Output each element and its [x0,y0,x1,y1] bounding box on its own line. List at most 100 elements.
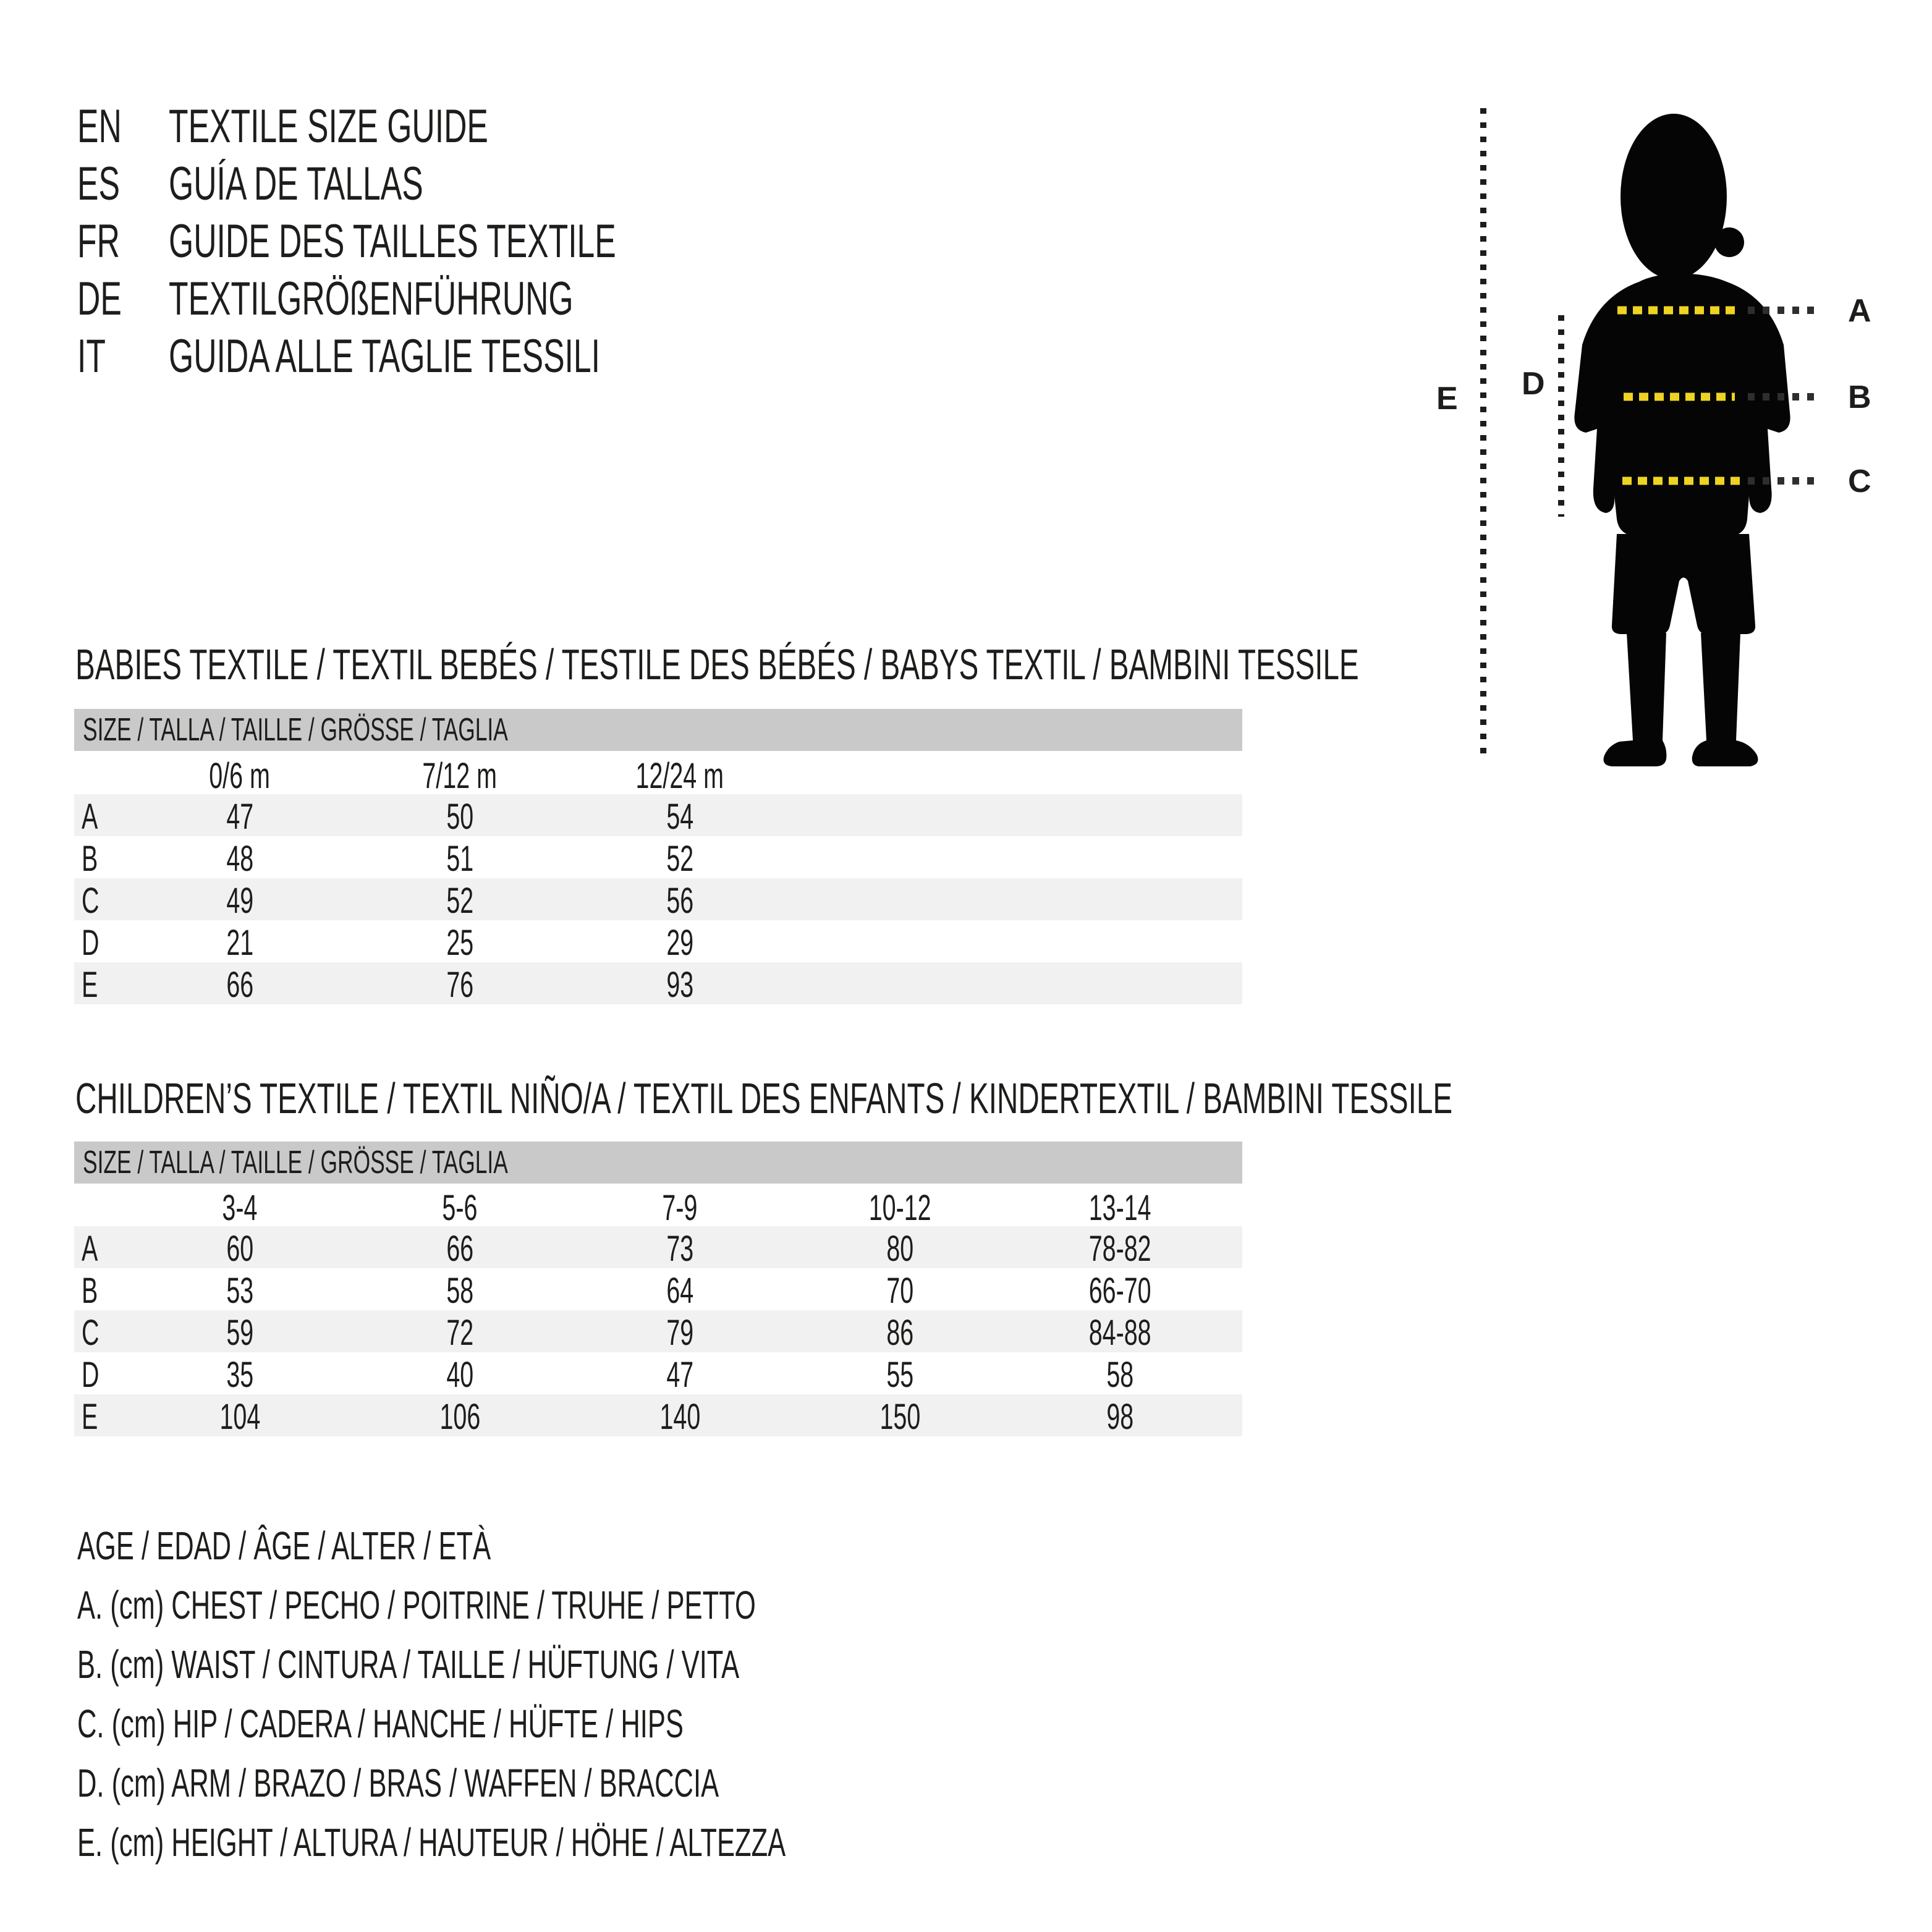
size-value-cell: 54 [570,796,790,837]
legend-line-text: E. (cm) HEIGHT / ALTURA / HAUTEUR / HÖHE… [77,1820,786,1865]
measure-row-label: D [74,1354,130,1396]
age-column-header: 7-9 [570,1187,790,1229]
size-value-text: 98 [1106,1396,1133,1437]
size-value-cell: 70 [790,1270,1010,1311]
language-code-text: DE [77,273,122,325]
table-row: D 21 25 29 [74,920,1242,964]
size-value-cell: 140 [570,1396,790,1438]
legend-line-text: A. (cm) CHEST / PECHO / POITRINE / TRUHE… [77,1583,756,1627]
measure-row-label-text: A [82,796,98,837]
measure-row-label: C [74,880,130,922]
measure-row-label-text: D [82,922,100,963]
age-column-header-text: 10-12 [868,1187,931,1228]
size-value-cell: 29 [570,922,790,964]
size-value-cell: 51 [350,838,570,879]
size-value-text: 80 [886,1228,913,1269]
size-value-cell: 56 [570,880,790,922]
table-row: B 48 51 52 [74,836,1242,879]
age-column-header: 3-4 [130,1187,350,1229]
language-row: DE TEXTILGRÖßENFÜHRUNG [77,270,826,328]
size-value-text: 52 [666,838,693,879]
babies-heading-text: BABIES TEXTILE / TEXTIL BEBÉS / TESTILE … [75,640,1359,688]
language-code-text: IT [77,330,106,383]
age-column-header: 7/12 m [350,755,570,797]
size-value-cell: 52 [350,880,570,922]
language-title-text: TEXTILE SIZE GUIDE [169,100,488,153]
children-size-table: 3-4 5-6 7-9 10-12 13-14 A 60 66 73 80 78-82 B 53 58 64… [74,1183,1242,1438]
table-row: B 53 58 64 70 66-70 [74,1268,1242,1311]
table-row: E 66 76 93 [74,962,1242,1005]
measure-row-label: B [74,838,130,879]
size-value-text: 47 [226,796,253,837]
size-value-text: 106 [439,1396,480,1437]
age-column-header: 5-6 [350,1187,570,1229]
language-code-text: ES [77,158,120,210]
language-title: GUIDE DES TAILLES TEXTILE [169,214,826,268]
language-code-text: EN [77,100,122,153]
size-value-text: 53 [226,1270,253,1311]
size-value-cell: 55 [790,1354,1010,1396]
size-value-text: 64 [666,1270,693,1311]
children-size-header-band: SIZE / TALLA / TAILLE / GRÖSSE / TAGLIA [74,1142,1242,1184]
table-header-row: 0/6 m 7/12 m 12/24 m [74,751,1242,797]
babies-size-header-label: SIZE / TALLA / TAILLE / GRÖSSE / TAGLIA [83,712,508,748]
size-value-text: 51 [446,838,473,879]
age-column-header: 0/6 m [130,755,350,797]
language-code: IT [77,329,169,383]
legend-line: A. (cm) CHEST / PECHO / POITRINE / TRUHE… [77,1575,1119,1635]
language-title: TEXTILE SIZE GUIDE [169,100,638,153]
measurement-diagram: E D A B C [1436,108,1871,766]
size-value-cell: 80 [790,1228,1010,1269]
waist-label: B [1848,379,1871,415]
size-value-cell: 50 [350,796,570,837]
language-row: IT GUIDA ALLE TAGLIE TESSILI [77,328,826,385]
size-value-text: 79 [666,1312,693,1353]
size-value-text: 104 [219,1396,260,1437]
size-value-text: 47 [666,1354,693,1395]
size-value-cell: 49 [130,880,350,922]
table-row: C 59 72 79 86 84-88 [74,1310,1242,1354]
children-section-heading: CHILDREN’S TEXTILE / TEXTIL NIÑO/A / TEX… [75,1077,1932,1120]
size-value-cell: 106 [350,1396,570,1438]
size-value-cell: 48 [130,838,350,879]
measure-row-label: C [74,1312,130,1354]
size-value-text: 86 [886,1312,913,1353]
size-value-text: 66 [226,964,253,1005]
language-title-text: TEXTILGRÖßENFÜHRUNG [169,273,574,325]
language-title: GUÍA DE TALLAS [169,157,543,211]
size-value-text: 93 [666,964,693,1005]
size-value-cell: 60 [130,1228,350,1269]
babies-size-table: 0/6 m 7/12 m 12/24 m A 47 50 54 B 48 51 52 C 49 52 56 D… [74,751,1242,1005]
measure-row-label: E [74,1396,130,1438]
measure-legend: AGE / EDAD / ÂGE / ALTER / ETÀ A. (cm) CH… [77,1516,1119,1872]
measure-row-label: B [74,1270,130,1311]
age-column-header-text: 12/24 m [635,755,724,796]
size-value-text: 55 [886,1354,913,1395]
size-value-text: 66 [446,1228,473,1269]
language-row: FR GUIDE DES TAILLES TEXTILE [77,213,826,270]
size-value-text: 35 [226,1354,253,1395]
size-value-text: 60 [226,1228,253,1269]
measure-row-label: A [74,796,130,837]
chest-label: A [1848,293,1871,329]
size-value-cell: 58 [1010,1354,1230,1396]
legend-line-text: AGE / EDAD / ÂGE / ALTER / ETÀ [77,1523,491,1568]
size-value-cell: 72 [350,1312,570,1354]
size-value-cell: 64 [570,1270,790,1311]
size-value-cell: 35 [130,1354,350,1396]
age-column-header: 13-14 [1010,1187,1230,1229]
age-column-header-text: 0/6 m [209,755,271,796]
babies-section-heading: BABIES TEXTILE / TEXTIL BEBÉS / TESTILE … [75,643,1932,686]
size-value-text: 54 [666,796,693,837]
language-title-text: GUÍA DE TALLAS [169,158,423,210]
size-value-cell: 78-82 [1010,1228,1230,1269]
children-size-header-label: SIZE / TALLA / TAILLE / GRÖSSE / TAGLIA [83,1145,508,1180]
size-value-text: 59 [226,1312,253,1353]
size-value-cell: 79 [570,1312,790,1354]
size-value-cell: 84-88 [1010,1312,1230,1354]
size-value-cell: 150 [790,1396,1010,1438]
language-list: EN TEXTILE SIZE GUIDE ES GUÍA DE TALLAS FR GU… [77,98,826,385]
measure-row-label-text: C [82,880,100,921]
size-value-cell: 47 [570,1354,790,1396]
table-row: E 104 106 140 150 98 [74,1394,1242,1438]
